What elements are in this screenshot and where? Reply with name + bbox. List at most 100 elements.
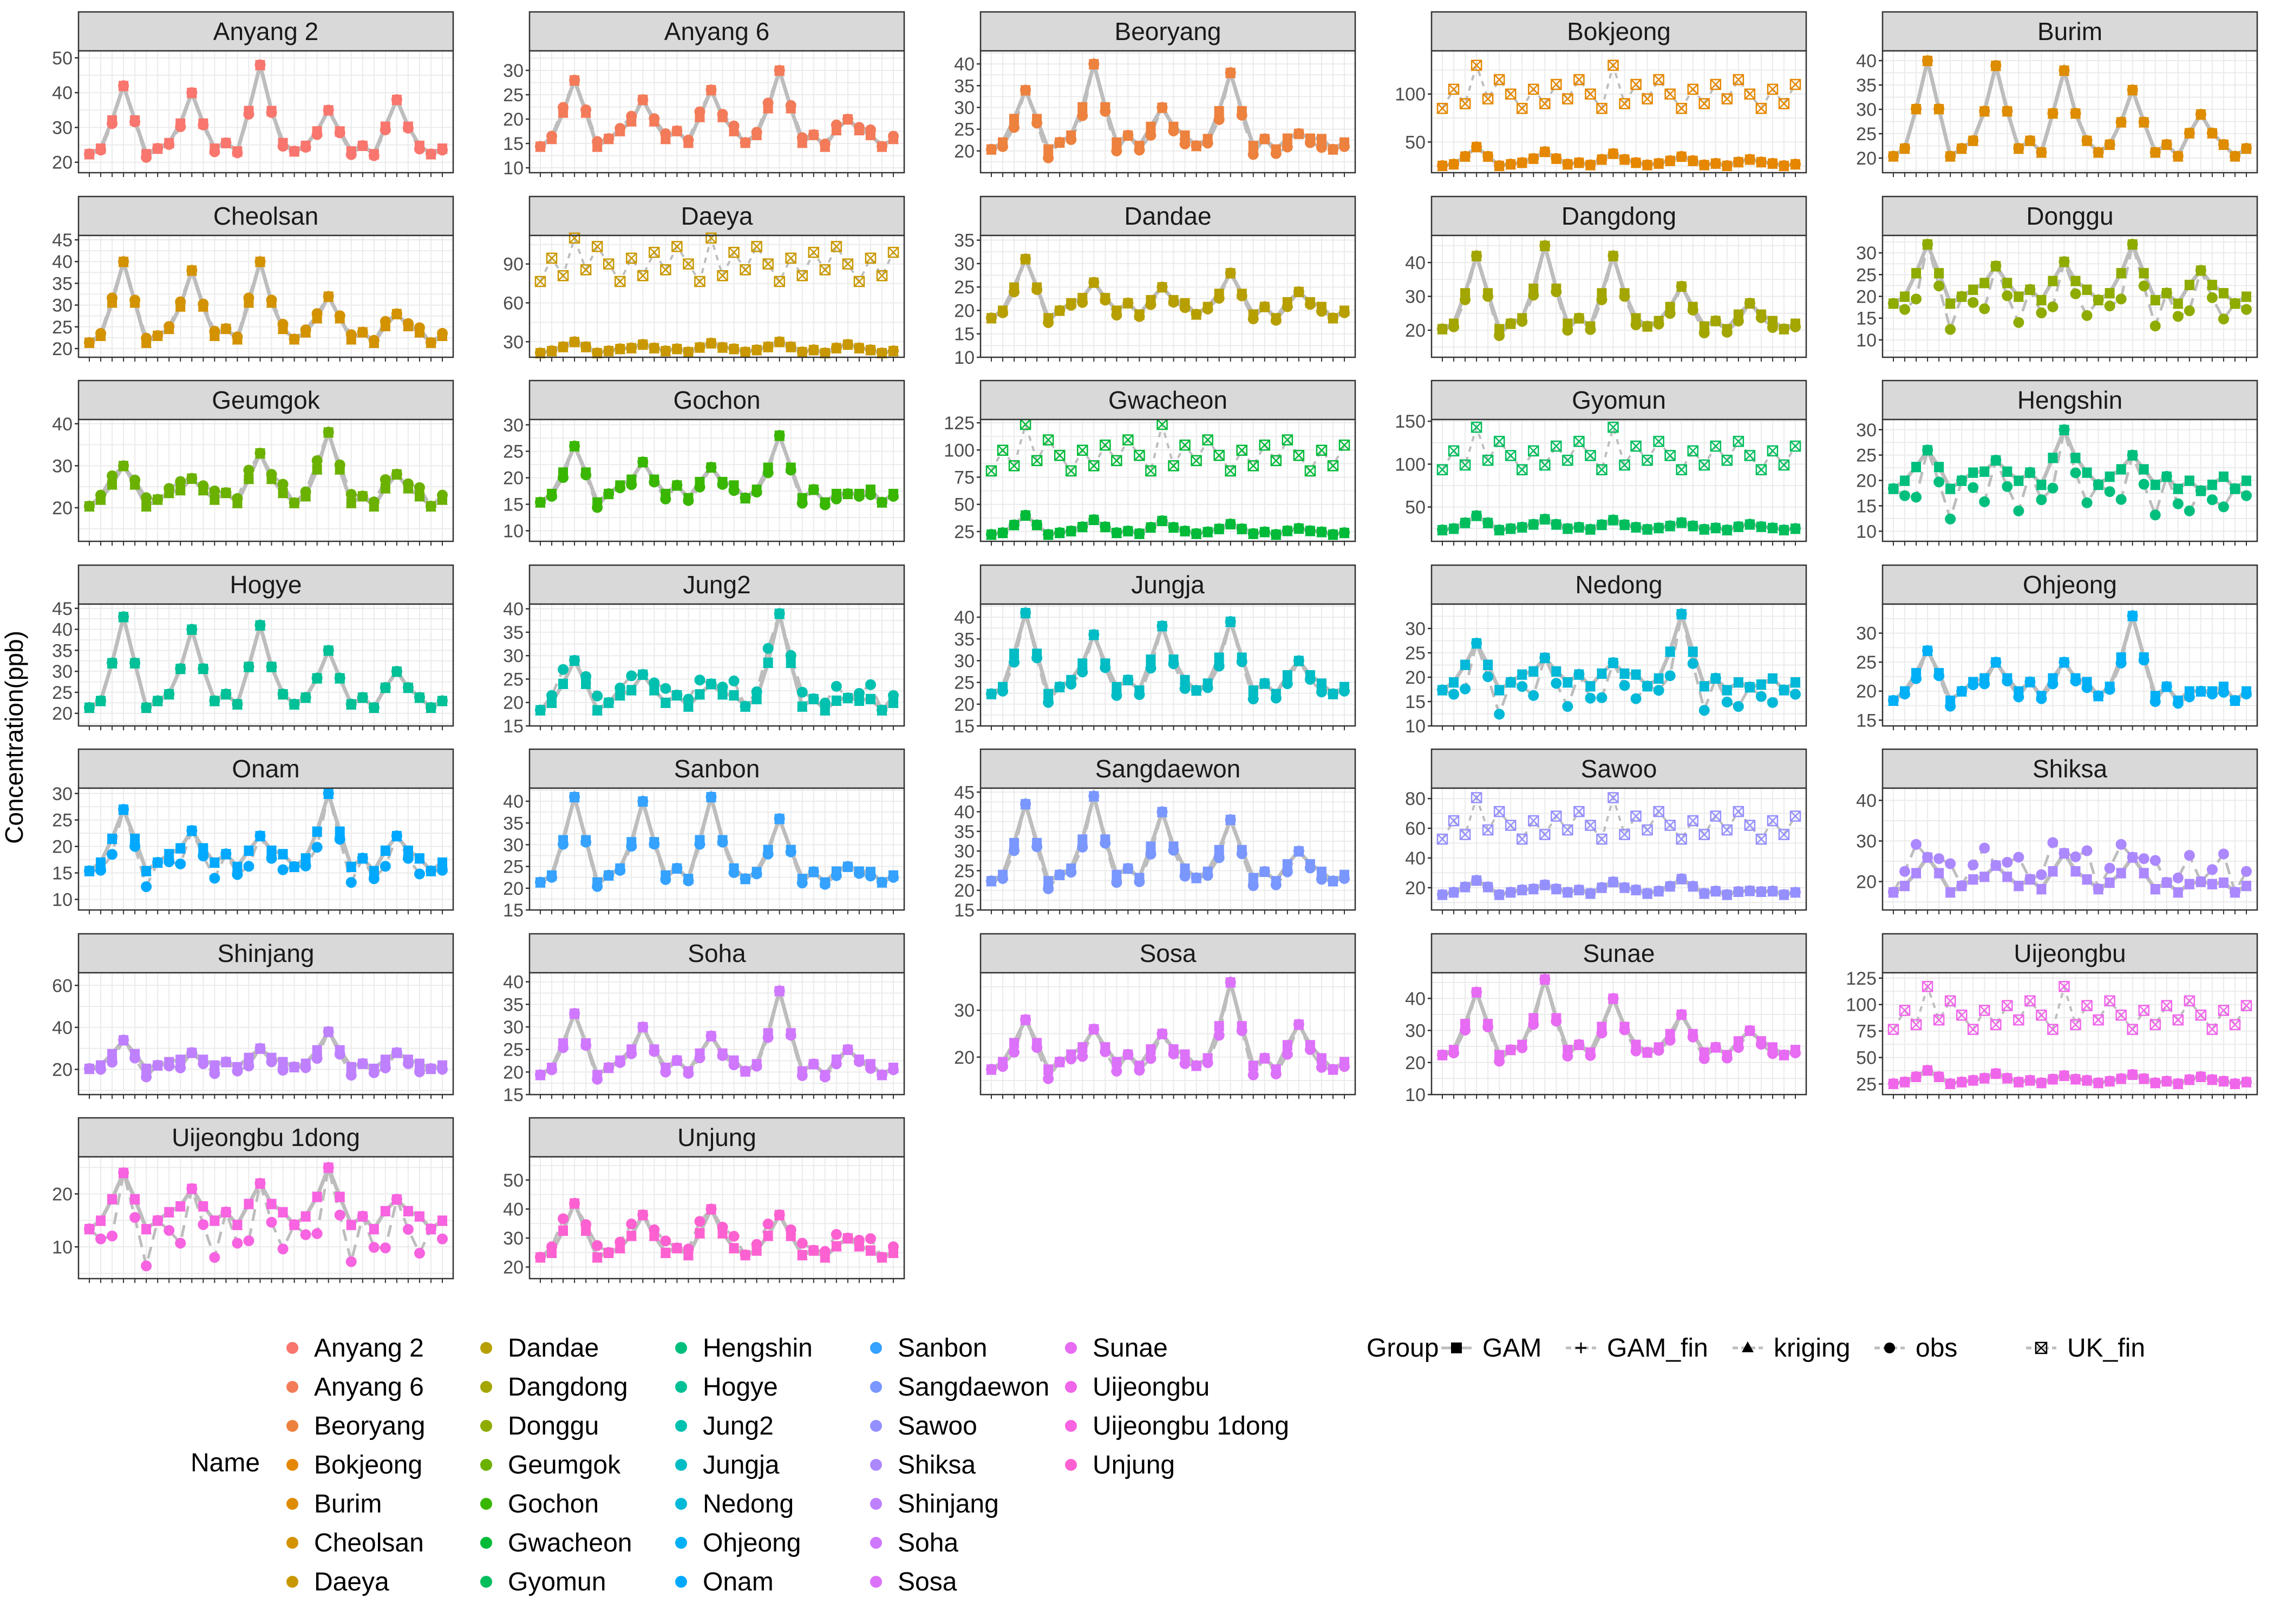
uk-fin-point bbox=[1528, 815, 1539, 827]
facet-strip-label: Dangdong bbox=[1561, 202, 1676, 230]
obs-point bbox=[1676, 873, 1687, 885]
obs-point bbox=[671, 1242, 683, 1254]
obs-point bbox=[357, 326, 368, 338]
kriging-point bbox=[129, 1194, 141, 1204]
obs-point bbox=[1956, 291, 1968, 302]
kriging-point bbox=[2138, 269, 2149, 279]
obs-point bbox=[831, 1058, 842, 1070]
obs-point bbox=[876, 141, 887, 152]
facet-strip-label: Uijeongbu 1dong bbox=[172, 1123, 360, 1151]
obs-point bbox=[1721, 1052, 1733, 1064]
y-tick-label: 15 bbox=[503, 134, 524, 154]
obs-point bbox=[1733, 1042, 1744, 1053]
uk-fin-point bbox=[2206, 1024, 2218, 1035]
obs-point bbox=[198, 850, 209, 862]
kriging-point bbox=[311, 464, 323, 475]
obs-point bbox=[808, 866, 819, 878]
legend-key-circle bbox=[480, 1459, 492, 1471]
panel-border bbox=[528, 972, 905, 1096]
uk-fin-point bbox=[1733, 74, 1744, 86]
obs-point bbox=[592, 347, 603, 358]
obs-point bbox=[129, 657, 141, 669]
obs-point bbox=[2161, 877, 2172, 888]
panel-border bbox=[528, 603, 905, 727]
obs-point bbox=[694, 106, 705, 117]
uk-fin-point bbox=[694, 276, 705, 287]
kriging-point bbox=[558, 679, 568, 689]
uk-fin-point bbox=[2229, 1019, 2241, 1031]
panel-background bbox=[1883, 51, 2257, 173]
obs-point bbox=[1676, 280, 1687, 292]
obs-point bbox=[2195, 1071, 2206, 1082]
kriging-point bbox=[232, 862, 243, 872]
y-tick-label: 10 bbox=[503, 521, 524, 541]
kriging-point bbox=[380, 846, 391, 856]
uk-fin-point bbox=[853, 276, 865, 287]
obs-point bbox=[277, 1065, 289, 1076]
y-tick-label: 15 bbox=[503, 1085, 524, 1105]
obs-point bbox=[1653, 1045, 1664, 1056]
uk-fin-point bbox=[1505, 450, 1517, 461]
obs-point bbox=[1528, 1019, 1539, 1030]
kriging-point bbox=[277, 1057, 289, 1068]
obs-point bbox=[671, 862, 683, 874]
obs-point bbox=[266, 661, 277, 672]
obs-point bbox=[1767, 522, 1778, 533]
obs-point bbox=[683, 495, 694, 506]
kriging-point bbox=[865, 130, 876, 140]
legend-key-crossbox bbox=[2035, 1341, 2048, 1354]
uk-fin-point bbox=[831, 241, 842, 252]
obs-point bbox=[615, 343, 626, 355]
obs-point bbox=[1585, 692, 1596, 704]
facet-strip bbox=[979, 11, 1356, 52]
kriging-point bbox=[728, 691, 740, 701]
obs-point bbox=[649, 342, 660, 353]
kriging-point bbox=[2047, 453, 2059, 463]
obs-point bbox=[2172, 872, 2184, 883]
obs-point bbox=[266, 469, 277, 480]
obs-point bbox=[129, 1052, 141, 1064]
panel-border bbox=[77, 787, 454, 911]
obs-point bbox=[175, 296, 186, 307]
y-tick-label: 60 bbox=[503, 293, 524, 313]
obs-point bbox=[277, 1243, 289, 1255]
obs-point bbox=[831, 493, 842, 505]
obs-point bbox=[671, 343, 683, 355]
uk-fin-point bbox=[1642, 93, 1653, 104]
kriging-point bbox=[1213, 107, 1225, 117]
obs-point bbox=[243, 292, 254, 304]
uk-fin-point bbox=[762, 258, 774, 270]
obs-point bbox=[1225, 518, 1236, 529]
facet-strip-label: Cheolsan bbox=[213, 202, 318, 230]
uk-fin-point bbox=[1042, 434, 1054, 446]
obs-point bbox=[2206, 1074, 2218, 1085]
obs-point bbox=[2172, 150, 2184, 162]
uk-fin-point bbox=[985, 465, 997, 477]
obs-point bbox=[1642, 159, 1653, 171]
kriging-point bbox=[311, 827, 323, 837]
panel-border bbox=[528, 50, 905, 174]
obs-point bbox=[546, 490, 558, 502]
facet-strip bbox=[528, 564, 905, 605]
uk-fin-point bbox=[1710, 810, 1722, 822]
facet-strip-label: Sawoo bbox=[1581, 755, 1657, 783]
obs-point bbox=[345, 698, 357, 710]
obs-point bbox=[1213, 292, 1225, 304]
obs-point bbox=[1225, 267, 1236, 279]
kriging-point bbox=[345, 498, 357, 508]
y-tick-label: 10 bbox=[1856, 521, 1877, 542]
obs-point bbox=[660, 128, 671, 139]
obs-point bbox=[558, 1042, 569, 1053]
uk-fin-point bbox=[1744, 88, 1756, 100]
obs-point bbox=[2104, 486, 2115, 497]
y-tick-label: 90 bbox=[503, 254, 524, 275]
obs-point bbox=[1790, 159, 1801, 170]
kriging-point bbox=[2047, 276, 2059, 286]
legend-key-circle bbox=[1065, 1459, 1077, 1471]
obs-point bbox=[402, 1058, 414, 1069]
obs-point bbox=[95, 328, 107, 339]
uk-fin-point bbox=[1282, 434, 1293, 446]
